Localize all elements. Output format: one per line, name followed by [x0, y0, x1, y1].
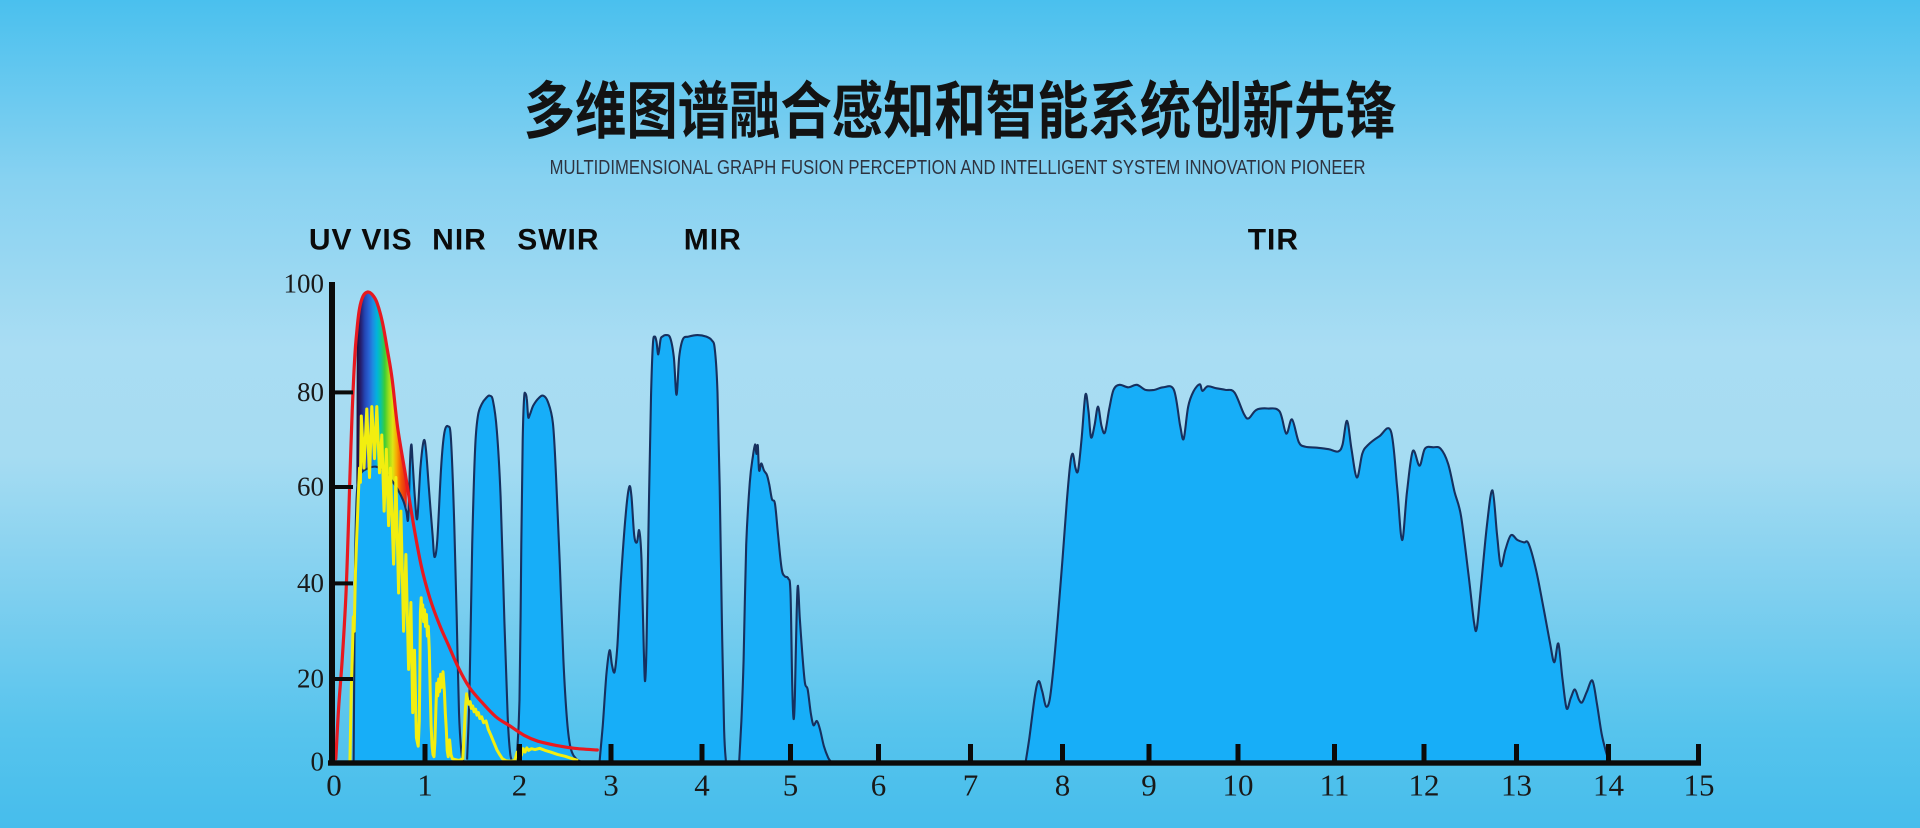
svg-text:2: 2: [512, 768, 528, 803]
svg-text:3: 3: [603, 768, 619, 803]
svg-text:1: 1: [417, 768, 433, 803]
svg-text:80: 80: [297, 377, 324, 407]
svg-text:13: 13: [1501, 768, 1532, 803]
svg-text:NIR: NIR: [432, 224, 487, 257]
svg-text:UV: UV: [309, 224, 353, 257]
svg-text:MULTIDIMENSIONAL GRAPH FUSION: MULTIDIMENSIONAL GRAPH FUSION PERCEPTION…: [550, 157, 1366, 179]
svg-text:9: 9: [1141, 768, 1157, 803]
svg-text:10: 10: [1223, 768, 1254, 803]
svg-text:SWIR: SWIR: [517, 224, 599, 257]
svg-text:0: 0: [326, 768, 342, 803]
svg-text:100: 100: [284, 269, 325, 299]
svg-text:6: 6: [871, 768, 887, 803]
svg-text:8: 8: [1055, 768, 1071, 803]
svg-text:60: 60: [297, 472, 324, 502]
svg-text:VIS: VIS: [361, 224, 412, 257]
svg-text:14: 14: [1593, 768, 1625, 803]
svg-text:15: 15: [1684, 768, 1715, 803]
svg-text:MIR: MIR: [684, 224, 742, 257]
svg-text:7: 7: [963, 768, 979, 803]
svg-text:5: 5: [783, 768, 799, 803]
svg-text:11: 11: [1320, 768, 1350, 803]
svg-text:4: 4: [694, 768, 710, 803]
svg-text:0: 0: [311, 747, 325, 777]
svg-text:12: 12: [1409, 768, 1440, 803]
svg-text:20: 20: [297, 664, 324, 694]
svg-text:40: 40: [297, 568, 324, 598]
svg-text:TIR: TIR: [1248, 224, 1299, 257]
